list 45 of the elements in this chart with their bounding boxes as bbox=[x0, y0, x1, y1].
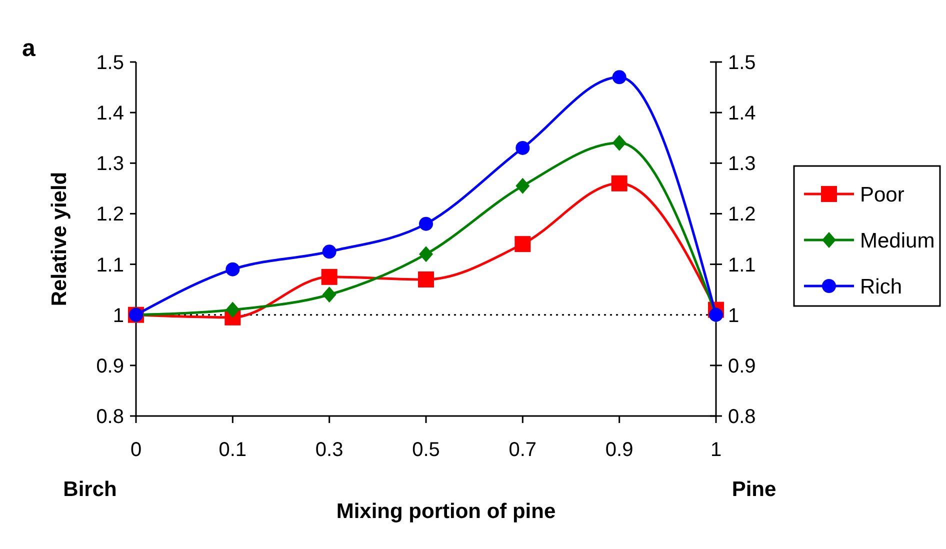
legend-label: Medium bbox=[860, 229, 935, 252]
legend-label: Rich bbox=[860, 275, 902, 298]
y-tick-label: 1.3 bbox=[96, 153, 124, 176]
point bbox=[419, 246, 433, 262]
x-tick-label: 1 bbox=[710, 439, 722, 461]
x-tick-label: 0.7 bbox=[508, 439, 537, 461]
y2-tick-label: 0.8 bbox=[728, 406, 756, 428]
y-tick-label: 1.4 bbox=[96, 102, 124, 125]
x-tick-label: 0 bbox=[130, 439, 142, 461]
x-axis-title: Mixing portion of pine bbox=[336, 500, 556, 523]
x-tick-label: 0.3 bbox=[315, 439, 344, 461]
point bbox=[516, 140, 530, 155]
y-tick-label: 0.9 bbox=[96, 355, 124, 378]
point bbox=[611, 175, 628, 192]
y-tick-label: 1 bbox=[112, 304, 124, 327]
point bbox=[322, 244, 336, 259]
y-tick-label: 1.2 bbox=[96, 204, 124, 226]
legend-label: Poor bbox=[860, 183, 904, 206]
point bbox=[226, 262, 240, 276]
point bbox=[516, 178, 530, 194]
y2-tick-label: 1.1 bbox=[728, 254, 756, 276]
x-tick-label: 0.9 bbox=[605, 439, 634, 461]
point bbox=[322, 286, 336, 303]
y-axis-title: Relative yield bbox=[48, 172, 71, 306]
point bbox=[612, 70, 626, 84]
y2-tick-label: 1.4 bbox=[728, 102, 756, 125]
text: Birch bbox=[63, 478, 117, 501]
text: a bbox=[22, 35, 36, 62]
point bbox=[321, 268, 338, 285]
y2-tick-label: 1 bbox=[728, 304, 740, 327]
y-tick-label: 1.5 bbox=[96, 52, 124, 74]
y-tick-label: 0.8 bbox=[96, 406, 124, 428]
point bbox=[418, 271, 434, 288]
y-tick-label: 1.1 bbox=[96, 254, 124, 276]
y2-tick-label: 1.2 bbox=[728, 204, 756, 226]
x-tick-label: 0.5 bbox=[412, 439, 440, 461]
point bbox=[514, 236, 531, 252]
y2-tick-label: 0.9 bbox=[728, 355, 756, 378]
y2-tick-label: 1.3 bbox=[728, 153, 756, 176]
x-tick-label: 0.1 bbox=[218, 439, 247, 461]
text: Pine bbox=[732, 478, 776, 501]
point bbox=[612, 134, 626, 151]
point bbox=[226, 302, 240, 318]
y2-tick-label: 1.5 bbox=[728, 52, 756, 74]
point bbox=[419, 216, 433, 231]
